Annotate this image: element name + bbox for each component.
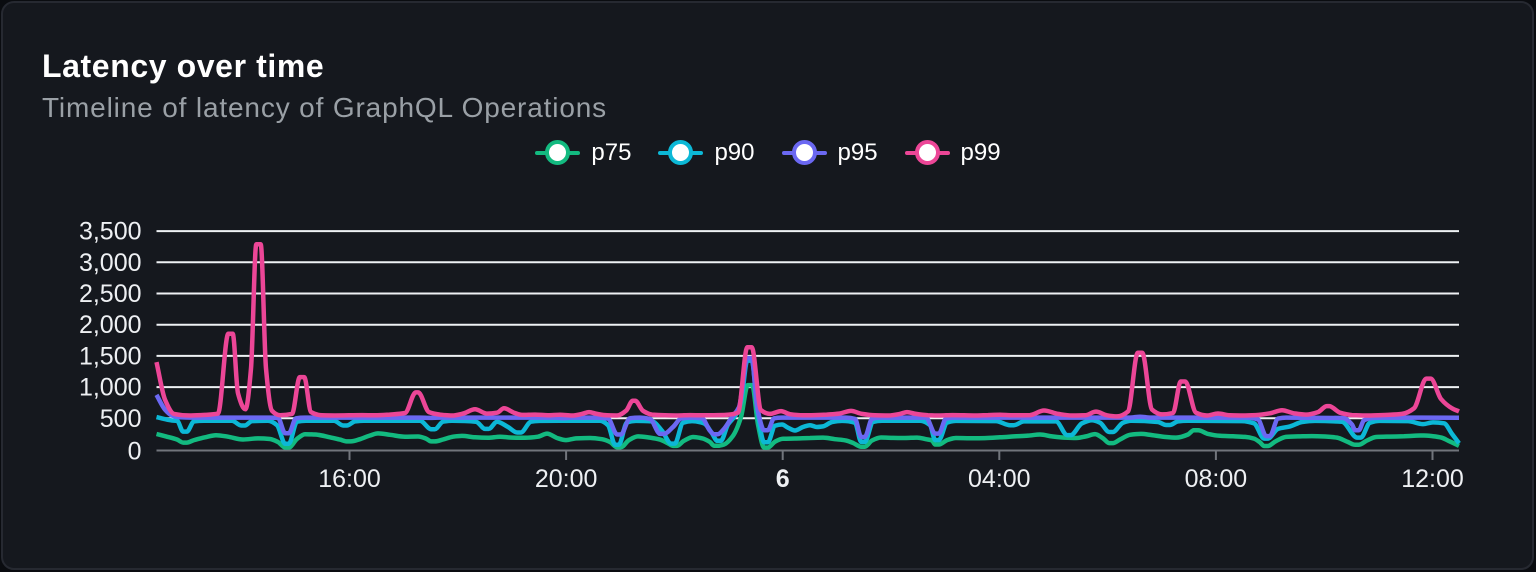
svg-text:08:00: 08:00 <box>1185 465 1248 493</box>
svg-text:500: 500 <box>100 405 142 433</box>
svg-text:3,500: 3,500 <box>79 218 142 246</box>
svg-text:12:00: 12:00 <box>1401 465 1464 493</box>
svg-text:1,500: 1,500 <box>79 342 142 370</box>
svg-text:0: 0 <box>128 438 142 466</box>
svg-text:16:00: 16:00 <box>318 465 381 493</box>
svg-text:20:00: 20:00 <box>535 465 598 493</box>
svg-text:6: 6 <box>776 465 790 493</box>
svg-text:1,000: 1,000 <box>79 374 142 402</box>
svg-text:2,000: 2,000 <box>79 311 142 339</box>
svg-text:3,000: 3,000 <box>79 249 142 277</box>
svg-text:04:00: 04:00 <box>968 465 1031 493</box>
svg-text:2,500: 2,500 <box>79 280 142 308</box>
